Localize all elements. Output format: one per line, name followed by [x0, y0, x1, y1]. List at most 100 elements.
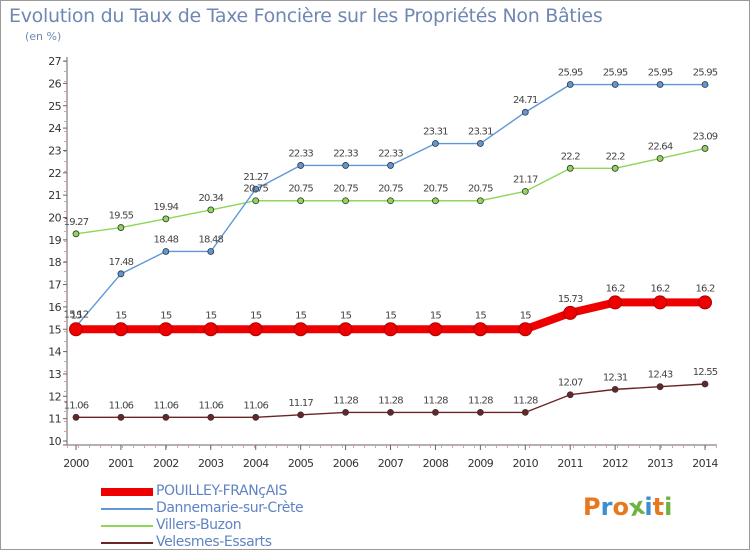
data-label: 15.12: [64, 310, 89, 321]
data-label: 25.95: [603, 68, 628, 79]
x-tick-label: 2008: [423, 457, 449, 470]
data-point: [521, 108, 529, 116]
data-point: [293, 322, 308, 337]
data-point: [207, 206, 215, 214]
data-label: 20.75: [423, 184, 448, 195]
x-tick-label: 2011: [557, 457, 583, 470]
data-point: [608, 295, 623, 310]
data-label: 12.55: [693, 367, 718, 378]
data-label: 21.17: [513, 174, 538, 185]
y-tick-label: 17: [48, 279, 61, 292]
data-label: 11.06: [109, 400, 134, 411]
x-tick-label: 2009: [468, 457, 494, 470]
data-label: 15: [475, 310, 487, 321]
x-tick-label: 2005: [288, 457, 314, 470]
y-tick-label: 21: [48, 189, 61, 202]
data-point: [387, 197, 394, 205]
legend-label: Velesmes-Essarts: [156, 534, 272, 550]
x-tick-label: 2006: [333, 457, 359, 470]
x-tick-label: 2004: [243, 457, 269, 470]
unit-label: (en %): [25, 30, 62, 43]
y-tick-label: 22: [48, 167, 61, 180]
data-point: [653, 295, 668, 310]
legend-label: POUILLEY-FRANçAIS: [156, 483, 287, 499]
y-tick-label: 10: [48, 435, 61, 448]
data-point: [252, 413, 260, 421]
data-label: 11.28: [423, 395, 448, 406]
legend-swatch: [101, 508, 153, 510]
data-point: [162, 215, 170, 223]
data-label: 22.64: [648, 141, 673, 152]
data-point: [338, 322, 353, 337]
data-label: 24.71: [513, 95, 538, 106]
data-label: 22.2: [561, 151, 581, 162]
y-tick-label: 24: [48, 122, 61, 135]
data-point: [207, 248, 215, 255]
data-label: 22.2: [606, 151, 626, 162]
x-tick-label: 2003: [198, 457, 224, 470]
data-label: 15: [115, 310, 127, 321]
data-label: 23.31: [423, 127, 448, 138]
data-label: 12.31: [603, 372, 628, 383]
legend-swatch: [101, 488, 153, 496]
chart-title: Evolution du Taux de Taxe Foncière sur l…: [9, 5, 603, 27]
data-label: 11.06: [154, 400, 179, 411]
y-tick-label: 18: [48, 256, 61, 269]
x-tick-label: 2007: [378, 457, 404, 470]
data-point: [476, 408, 484, 416]
data-label: 20.75: [243, 184, 268, 195]
data-label: 20.34: [198, 193, 223, 204]
proxiti-logo: Proxiti: [583, 491, 673, 523]
legend-swatch: [101, 525, 153, 527]
data-label: 22.33: [288, 148, 313, 159]
data-label: 11.28: [333, 395, 358, 406]
data-point: [72, 413, 80, 421]
data-point: [566, 164, 574, 172]
x-tick-label: 2014: [692, 457, 718, 470]
data-label: 11.06: [198, 400, 223, 411]
data-label: 15: [160, 310, 172, 321]
data-label: 15: [520, 310, 532, 321]
y-tick-label: 27: [48, 55, 61, 68]
data-label: 11.28: [468, 395, 493, 406]
data-point: [656, 155, 664, 162]
data-label: 17.48: [109, 257, 134, 268]
data-label: 15: [250, 310, 262, 321]
x-tick-label: 2013: [647, 457, 673, 470]
data-point: [701, 81, 709, 88]
data-label: 15: [340, 310, 352, 321]
data-point: [383, 322, 398, 337]
data-label: 15: [430, 310, 442, 321]
data-point: [521, 187, 529, 195]
x-tick-label: 2012: [602, 457, 628, 470]
data-label: 18.48: [154, 234, 179, 245]
data-point: [207, 413, 215, 421]
data-point: [342, 408, 349, 416]
data-point: [72, 230, 80, 238]
y-tick-label: 16: [48, 301, 61, 314]
y-tick-label: 15: [48, 323, 61, 336]
data-point: [701, 380, 709, 388]
y-tick-label: 25: [48, 100, 61, 113]
data-label: 15: [385, 310, 397, 321]
data-label: 12.43: [648, 370, 673, 381]
data-label: 16.2: [606, 283, 626, 294]
data-point: [476, 197, 484, 205]
data-point: [656, 383, 664, 391]
data-point: [611, 164, 619, 172]
data-label: 18.48: [198, 234, 223, 245]
data-point: [521, 408, 529, 416]
data-point: [563, 305, 578, 320]
y-tick-label: 20: [48, 212, 61, 225]
data-label: 15: [205, 310, 217, 321]
data-point: [158, 322, 173, 337]
data-label: 15: [70, 310, 82, 321]
y-tick-label: 11: [48, 413, 61, 426]
y-tick-label: 12: [48, 390, 61, 403]
data-label: 15.73: [558, 294, 583, 305]
legend-label: Dannemarie-sur-Crète: [156, 500, 304, 516]
y-tick-label: 23: [48, 144, 61, 157]
data-point: [432, 197, 439, 205]
data-point: [252, 197, 260, 205]
data-label: 20.75: [333, 184, 358, 195]
